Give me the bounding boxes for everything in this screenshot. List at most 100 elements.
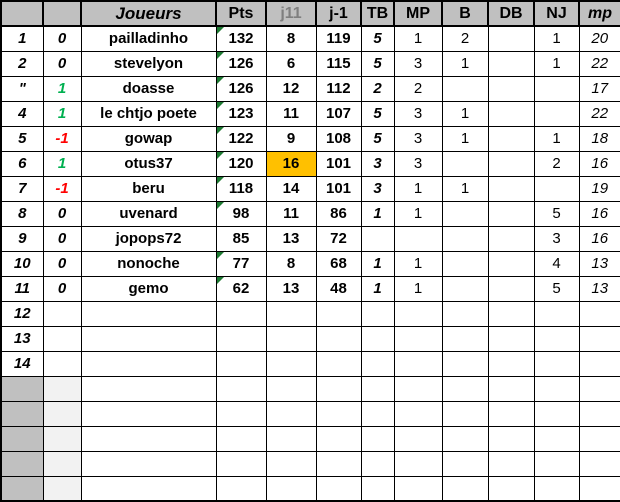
cell-mp[interactable]	[393, 375, 443, 402]
cell-db[interactable]	[487, 250, 535, 277]
cell-pts[interactable]	[215, 425, 267, 452]
cell-j-1[interactable]: 112	[315, 75, 362, 102]
cell-rank[interactable]	[0, 400, 44, 427]
cell-delta[interactable]: 0	[42, 250, 82, 277]
cell-pts[interactable]	[215, 450, 267, 477]
cell-b[interactable]	[441, 300, 489, 327]
cell-db[interactable]	[487, 100, 535, 127]
cell-tb[interactable]	[360, 350, 395, 377]
cell-pts[interactable]: 62	[215, 275, 267, 302]
cell-mp[interactable]	[393, 300, 443, 327]
cell-b[interactable]	[441, 225, 489, 252]
cell-mp-italic[interactable]: 18	[578, 125, 620, 152]
cell-tb[interactable]: 1	[360, 200, 395, 227]
cell-player-name[interactable]	[80, 400, 217, 427]
cell-db[interactable]	[487, 150, 535, 177]
cell-player-name[interactable]	[80, 450, 217, 477]
cell-b[interactable]	[441, 375, 489, 402]
cell-nj[interactable]	[533, 475, 580, 502]
cell-rank[interactable]: 7	[0, 175, 44, 202]
cell-tb[interactable]	[360, 450, 395, 477]
cell-mp-italic[interactable]: 13	[578, 275, 620, 302]
cell-mp-italic[interactable]	[578, 375, 620, 402]
cell-db[interactable]	[487, 425, 535, 452]
cell-rank[interactable]: "	[0, 75, 44, 102]
cell-nj[interactable]	[533, 400, 580, 427]
cell-mp[interactable]: 2	[393, 75, 443, 102]
cell-delta[interactable]	[42, 350, 82, 377]
cell-rank[interactable]: 9	[0, 225, 44, 252]
cell-j-1[interactable]	[315, 400, 362, 427]
column-header-j11[interactable]: j11	[265, 0, 317, 27]
cell-rank[interactable]: 8	[0, 200, 44, 227]
column-header-b[interactable]: B	[441, 0, 489, 27]
cell-mp-italic[interactable]	[578, 400, 620, 427]
cell-player-name[interactable]: pailladinho	[80, 25, 217, 52]
cell-mp-italic[interactable]: 19	[578, 175, 620, 202]
cell-b[interactable]: 2	[441, 25, 489, 52]
cell-mp[interactable]	[393, 325, 443, 352]
cell-j-1[interactable]	[315, 325, 362, 352]
cell-player-name[interactable]	[80, 475, 217, 502]
cell-j11[interactable]	[265, 325, 317, 352]
cell-pts[interactable]: 120	[215, 150, 267, 177]
cell-tb[interactable]: 3	[360, 175, 395, 202]
cell-pts[interactable]	[215, 350, 267, 377]
cell-pts[interactable]	[215, 475, 267, 502]
cell-mp-italic[interactable]: 22	[578, 100, 620, 127]
cell-player-name[interactable]: gowap	[80, 125, 217, 152]
cell-db[interactable]	[487, 275, 535, 302]
cell-j-1[interactable]: 72	[315, 225, 362, 252]
cell-j11[interactable]: 13	[265, 225, 317, 252]
cell-mp-italic[interactable]	[578, 350, 620, 377]
cell-tb[interactable]: 5	[360, 25, 395, 52]
cell-mp-italic[interactable]: 13	[578, 250, 620, 277]
cell-j-1[interactable]	[315, 375, 362, 402]
cell-pts[interactable]: 98	[215, 200, 267, 227]
cell-tb[interactable]	[360, 225, 395, 252]
cell-rank[interactable]	[0, 475, 44, 502]
cell-b[interactable]: 1	[441, 100, 489, 127]
column-header-mp-italic[interactable]: mp	[578, 0, 620, 27]
cell-player-name[interactable]: stevelyon	[80, 50, 217, 77]
cell-j-1[interactable]: 119	[315, 25, 362, 52]
cell-mp[interactable]: 3	[393, 125, 443, 152]
cell-j11[interactable]: 6	[265, 50, 317, 77]
cell-mp-italic[interactable]	[578, 325, 620, 352]
cell-db[interactable]	[487, 400, 535, 427]
cell-rank[interactable]: 13	[0, 325, 44, 352]
cell-nj[interactable]: 3	[533, 225, 580, 252]
cell-delta[interactable]: -1	[42, 125, 82, 152]
cell-nj[interactable]	[533, 300, 580, 327]
cell-j11[interactable]: 9	[265, 125, 317, 152]
cell-mp-italic[interactable]: 22	[578, 50, 620, 77]
cell-b[interactable]: 1	[441, 50, 489, 77]
cell-tb[interactable]	[360, 300, 395, 327]
cell-pts[interactable]	[215, 300, 267, 327]
cell-j-1[interactable]: 48	[315, 275, 362, 302]
cell-rank[interactable]: 10	[0, 250, 44, 277]
cell-b[interactable]	[441, 150, 489, 177]
cell-b[interactable]	[441, 75, 489, 102]
cell-delta[interactable]	[42, 475, 82, 502]
cell-nj[interactable]: 5	[533, 275, 580, 302]
cell-tb[interactable]: 3	[360, 150, 395, 177]
cell-pts[interactable]: 126	[215, 50, 267, 77]
cell-nj[interactable]: 2	[533, 150, 580, 177]
cell-tb[interactable]: 5	[360, 125, 395, 152]
cell-tb[interactable]: 2	[360, 75, 395, 102]
cell-nj[interactable]	[533, 350, 580, 377]
cell-nj[interactable]	[533, 325, 580, 352]
cell-j11[interactable]	[265, 450, 317, 477]
cell-nj[interactable]	[533, 450, 580, 477]
cell-delta[interactable]: 1	[42, 75, 82, 102]
cell-db[interactable]	[487, 200, 535, 227]
cell-db[interactable]	[487, 450, 535, 477]
cell-mp[interactable]: 3	[393, 100, 443, 127]
cell-nj[interactable]: 4	[533, 250, 580, 277]
cell-mp[interactable]	[393, 350, 443, 377]
cell-j11[interactable]	[265, 350, 317, 377]
column-header-nj[interactable]: NJ	[533, 0, 580, 27]
cell-mp-italic[interactable]	[578, 425, 620, 452]
cell-tb[interactable]: 5	[360, 100, 395, 127]
